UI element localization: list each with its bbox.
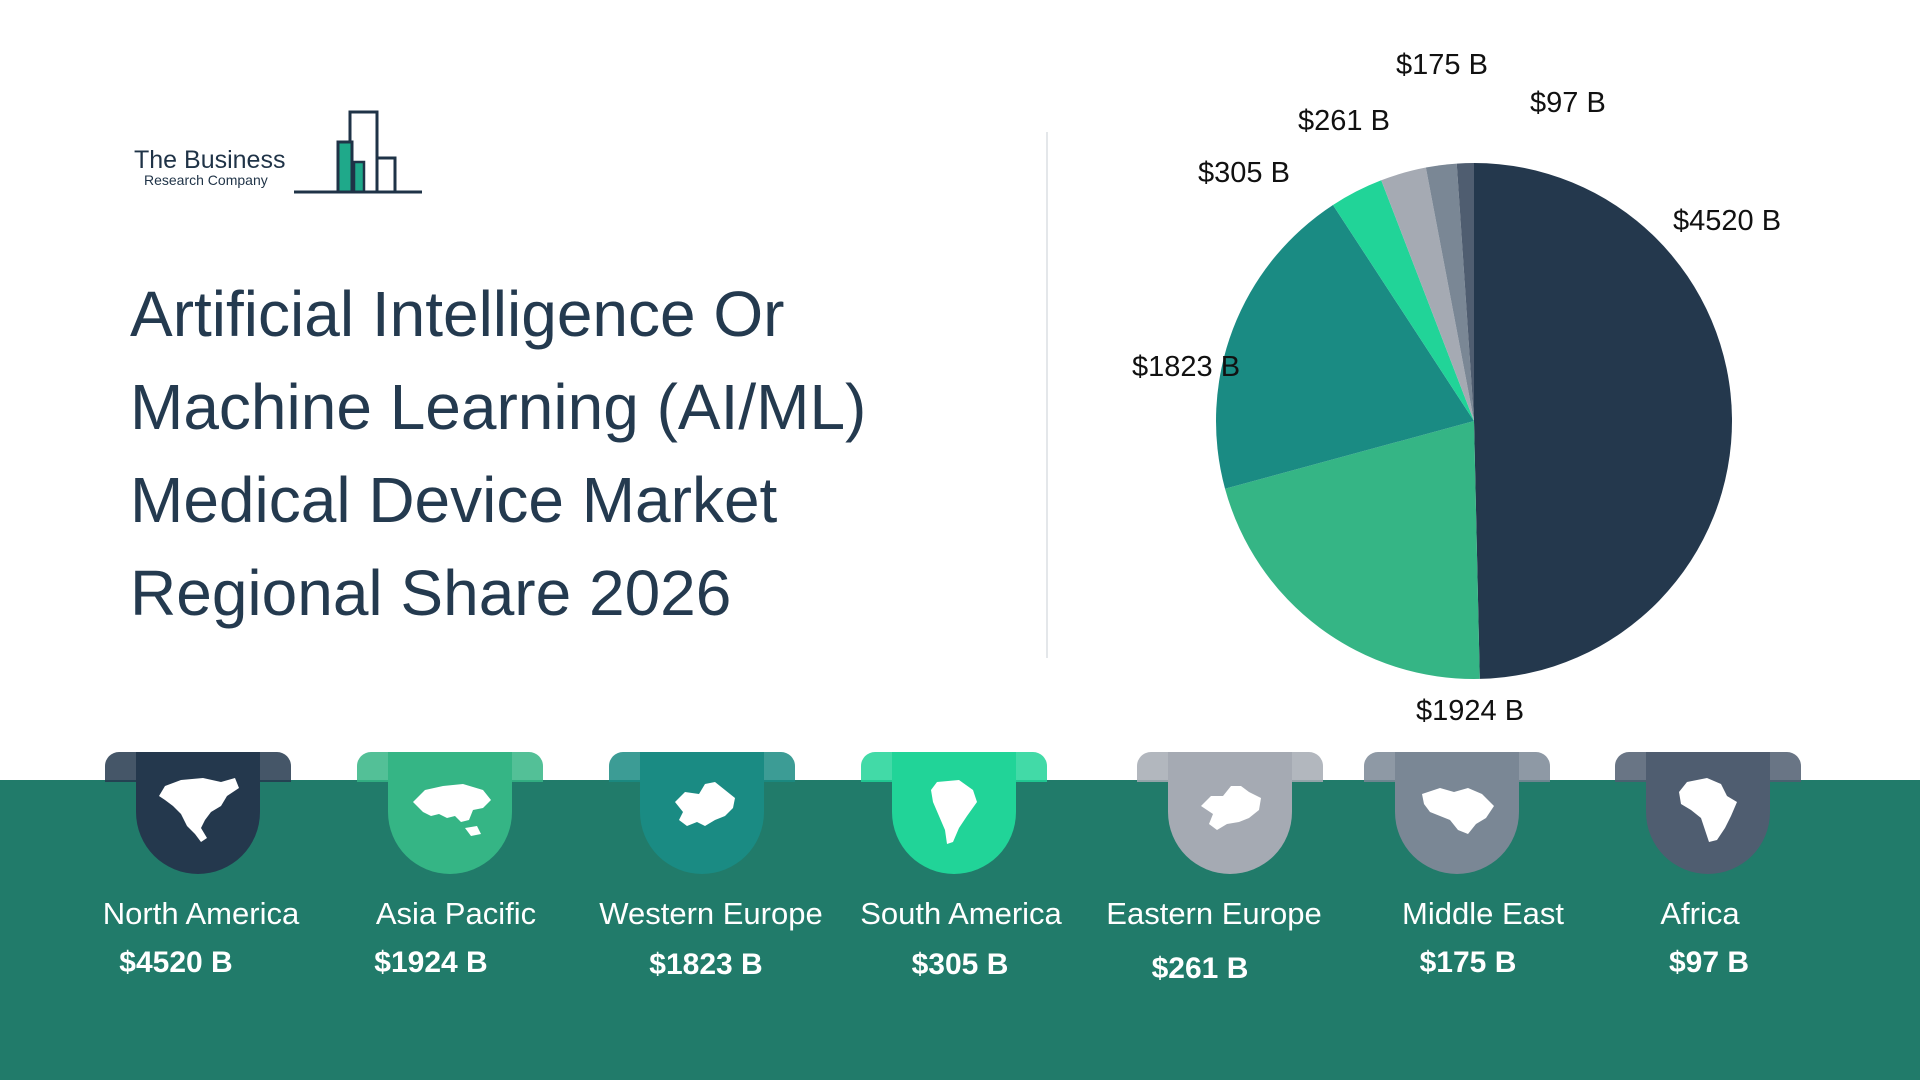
region-name-eastern-europe: Eastern Europe	[1106, 896, 1322, 931]
region-value-asia-pacific: $1924 B	[374, 946, 488, 979]
region-value-eastern-europe: $261 B	[1151, 952, 1249, 985]
pie-label-western-europe: $1823 B	[1132, 351, 1240, 383]
regional-share-pie-chart: $4520 B $1924 B $1823 B $305 B$261 B$175 B $…	[1132, 49, 1781, 727]
pie-label-south-america: $305 B	[1198, 157, 1290, 189]
pie-label-middle-east: $175 B	[1396, 49, 1488, 81]
pie-slice-middle-east	[1425, 163, 1474, 421]
region-tab-western-europe	[609, 752, 795, 878]
region-name-asia-pacific: Asia Pacific	[375, 896, 537, 931]
region-name-south-america: South America	[860, 896, 1062, 931]
region-name-africa: Africa	[1660, 896, 1740, 931]
pie-label-africa: $97 B	[1530, 87, 1606, 119]
region-tab-eastern-europe	[1137, 752, 1323, 878]
region-value-middle-east: $175 B	[1419, 946, 1517, 979]
region-tab-north-america	[105, 752, 291, 878]
pie-slice-south-america	[1332, 180, 1474, 421]
region-tab-africa	[1615, 752, 1801, 878]
pie-label-asia-pacific: $1924 B	[1416, 695, 1524, 727]
region-tab-asia-pacific	[357, 752, 543, 878]
south-america-map-icon	[931, 780, 977, 844]
title-line-4: Regional Share 2026	[130, 557, 732, 629]
title-line-3: Medical Device Market	[130, 464, 778, 536]
title-line-2: Machine Learning (AI/ML)	[130, 371, 867, 443]
region-name-middle-east: Middle East	[1402, 896, 1564, 931]
pie-slice-eastern-europe	[1381, 167, 1474, 421]
africa-map-icon	[1679, 778, 1737, 842]
region-tab-south-america	[861, 752, 1047, 878]
region-value-south-america: $305 B	[911, 948, 1009, 981]
pie-slice-asia-pacific	[1225, 421, 1480, 679]
middle-east-map-icon	[1422, 788, 1494, 834]
pie-label-eastern-europe: $261 B	[1298, 105, 1390, 137]
region-value-africa: $97 B	[1668, 946, 1750, 979]
page-title: Artificial Intelligence Or Machine Learn…	[130, 268, 950, 640]
north-america-map-icon	[159, 778, 239, 842]
pie-slice-africa	[1456, 163, 1474, 421]
region-tab-middle-east	[1364, 752, 1550, 878]
company-logo: The Business Research Company	[134, 108, 424, 198]
logo-buildings-icon	[294, 110, 422, 194]
pie-slice-north-america	[1474, 163, 1732, 679]
region-name-north-america: North America	[102, 896, 300, 931]
region-name-western-europe: Western Europe	[599, 896, 823, 931]
pie-slice-western-europe	[1216, 204, 1474, 489]
logo-name-line2: Research Company	[144, 172, 268, 188]
logo-name-line1: The Business	[134, 146, 286, 174]
asia-pacific-map-icon	[413, 784, 491, 836]
eastern-europe-map-icon	[1201, 786, 1261, 830]
vertical-divider	[1046, 132, 1048, 658]
region-value-western-europe: $1823 B	[649, 948, 763, 981]
western-europe-map-icon	[675, 782, 735, 826]
pie-label-north-america: $4520 B	[1673, 205, 1781, 237]
region-value-north-america: $4520 B	[119, 946, 233, 979]
title-line-1: Artificial Intelligence Or	[130, 278, 785, 350]
